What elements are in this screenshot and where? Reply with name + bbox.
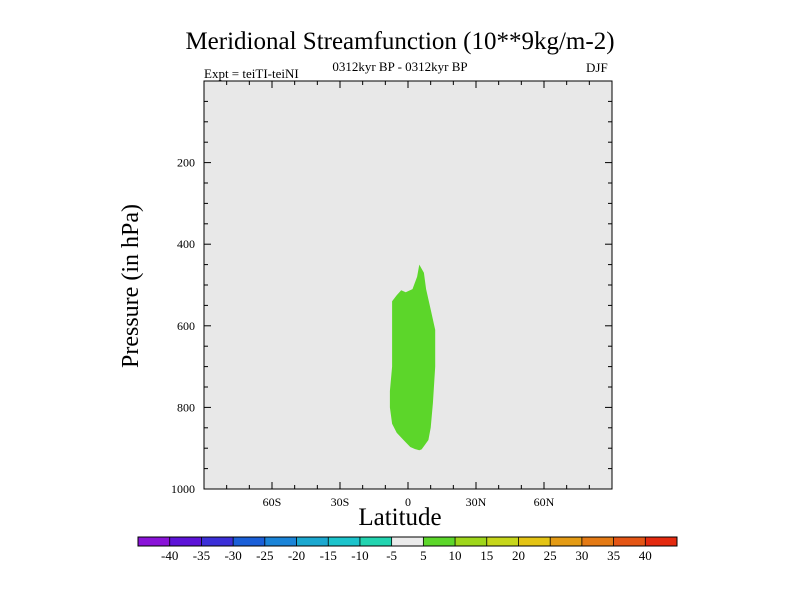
- y-tick-label: 1000: [171, 482, 195, 496]
- colorbar-box: [233, 537, 266, 546]
- y-tick-label: 600: [177, 319, 195, 333]
- x-tick-label: 60S: [263, 495, 282, 509]
- colorbar-box: [201, 537, 234, 546]
- colorbar-label: -30: [224, 548, 241, 563]
- x-axis-ticks: 60S 30S 0 30N 60N: [226, 81, 590, 509]
- colorbar-box: [169, 537, 202, 546]
- colorbar-label: -10: [351, 548, 368, 563]
- colorbar-label: -20: [288, 548, 305, 563]
- colorbar-label: 5: [420, 548, 427, 563]
- x-tick-label: 0: [405, 495, 411, 509]
- colorbar-label: 15: [480, 548, 493, 563]
- chart-title: Meridional Streamfunction (10**9kg/m-2): [185, 28, 615, 55]
- colorbar-box: [328, 537, 361, 546]
- colorbar-box: [138, 537, 171, 546]
- colorbar-label: 40: [639, 548, 652, 563]
- x-tick-label: 30N: [466, 495, 487, 509]
- colorbar-label: 30: [575, 548, 588, 563]
- colorbar-box: [455, 537, 488, 546]
- colorbar-label: 25: [544, 548, 557, 563]
- y-tick-label: 200: [177, 156, 195, 170]
- colorbar-label: 35: [607, 548, 620, 563]
- colorbar-label: -25: [256, 548, 273, 563]
- colorbar-box: [423, 537, 456, 546]
- colorbar-label: 10: [449, 548, 462, 563]
- colorbar-label: -15: [320, 548, 337, 563]
- colorbar-box: [613, 537, 646, 546]
- y-tick-label: 400: [177, 237, 195, 251]
- colorbar-label: -35: [193, 548, 210, 563]
- period-label: 0312kyr BP - 0312kyr BP: [332, 59, 468, 74]
- colorbar: -40 -35 -30 -25 -20 -15 -10 -5 5 10 15 20 25 30 35 40: [137, 536, 678, 563]
- colorbar-box: [645, 537, 678, 546]
- colorbar-label: -40: [161, 548, 178, 563]
- colorbar-box: [486, 537, 519, 546]
- colorbar-box: [518, 537, 551, 546]
- colorbar-box: [359, 537, 392, 546]
- filled-contour-regions: [389, 264, 436, 451]
- y-tick-label: 800: [177, 400, 195, 414]
- x-tick-label: 60N: [534, 495, 555, 509]
- colorbar-frame: [137, 536, 678, 547]
- colorbar-box: [550, 537, 583, 546]
- season-label: DJF: [586, 60, 608, 75]
- colorbar-box: [264, 537, 297, 546]
- x-axis-label: Latitude: [358, 504, 442, 531]
- colorbar-label: -5: [386, 548, 397, 563]
- y-axis-label: Pressure (in hPa): [118, 204, 144, 368]
- colorbar-box: [296, 537, 329, 546]
- contour-fill-5-to-10: [389, 264, 436, 451]
- y-axis-ticks: 200 400 600 800 1000: [171, 100, 612, 496]
- colorbar-box: [391, 537, 424, 546]
- plot-frame: [203, 80, 613, 490]
- x-tick-label: 30S: [331, 495, 350, 509]
- colorbar-label: 20: [512, 548, 525, 563]
- colorbar-box: [581, 537, 614, 546]
- experiment-label: Expt = teiTI-teiNI: [204, 66, 299, 81]
